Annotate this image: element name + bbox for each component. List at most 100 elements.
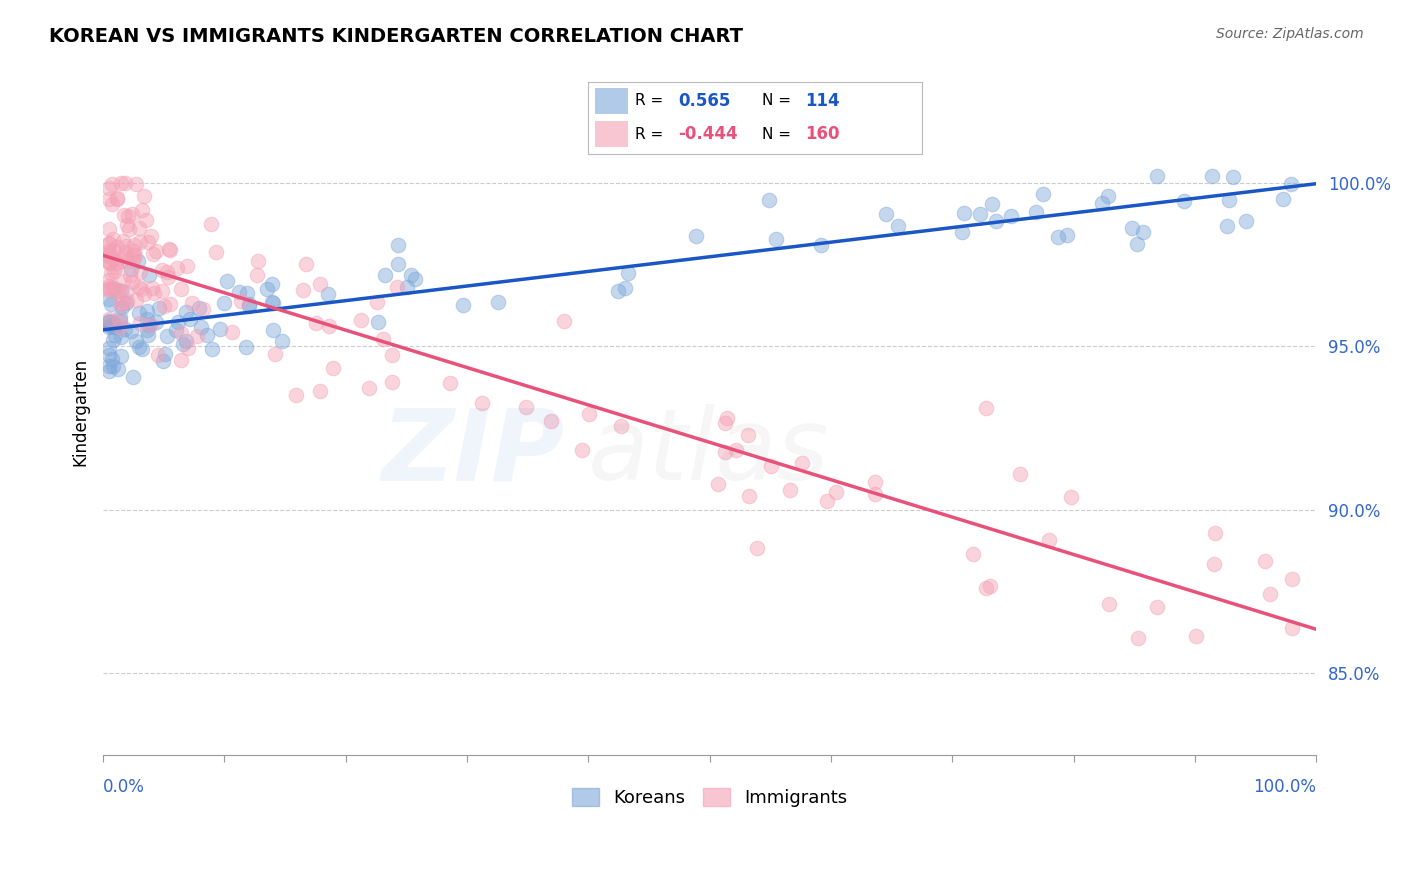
Point bbox=[1060, 490, 1083, 504]
Point bbox=[107, 240, 129, 254]
Point bbox=[238, 296, 260, 310]
Point bbox=[110, 349, 132, 363]
Point bbox=[142, 247, 165, 261]
Point bbox=[132, 287, 155, 301]
Point bbox=[100, 266, 122, 280]
Point bbox=[714, 444, 737, 458]
Point bbox=[103, 252, 125, 266]
Point bbox=[159, 244, 181, 258]
Point bbox=[98, 281, 121, 295]
Point bbox=[571, 443, 593, 458]
Point bbox=[101, 359, 124, 373]
Text: KOREAN VS IMMIGRANTS KINDERGARTEN CORRELATION CHART: KOREAN VS IMMIGRANTS KINDERGARTEN CORREL… bbox=[49, 27, 744, 45]
Point bbox=[984, 214, 1007, 228]
Point bbox=[156, 329, 179, 343]
Point bbox=[112, 208, 135, 222]
Point bbox=[122, 252, 145, 267]
Point bbox=[1146, 599, 1168, 614]
Point bbox=[231, 294, 253, 309]
Point bbox=[170, 353, 193, 368]
Point bbox=[295, 257, 318, 271]
Point bbox=[181, 295, 204, 310]
Point bbox=[221, 325, 243, 339]
Point bbox=[176, 259, 198, 273]
Point bbox=[122, 237, 145, 252]
Point bbox=[98, 254, 121, 268]
Point bbox=[98, 314, 121, 328]
Point bbox=[98, 316, 121, 330]
Point bbox=[98, 283, 121, 297]
Point bbox=[322, 360, 344, 375]
Point bbox=[1146, 169, 1168, 184]
Point bbox=[117, 209, 139, 223]
Point bbox=[1185, 629, 1208, 643]
Text: 100.0%: 100.0% bbox=[1253, 778, 1316, 796]
Point bbox=[166, 261, 188, 276]
Point bbox=[100, 197, 122, 211]
Point bbox=[1204, 558, 1226, 572]
Point bbox=[1234, 214, 1257, 228]
Point bbox=[122, 244, 145, 259]
Point bbox=[142, 285, 165, 300]
Point bbox=[98, 282, 121, 296]
Point bbox=[101, 244, 124, 258]
Point bbox=[235, 340, 257, 354]
Point bbox=[148, 301, 170, 315]
Text: ZIP: ZIP bbox=[381, 404, 564, 501]
Point bbox=[150, 284, 173, 298]
Point bbox=[540, 414, 562, 428]
Point bbox=[157, 270, 180, 285]
Point bbox=[98, 314, 121, 328]
Point bbox=[974, 581, 997, 595]
Point bbox=[191, 302, 214, 317]
Point bbox=[138, 268, 160, 282]
Point bbox=[246, 254, 269, 268]
Point bbox=[1271, 192, 1294, 206]
Point bbox=[103, 317, 125, 331]
Point bbox=[110, 297, 132, 311]
Point bbox=[1254, 554, 1277, 568]
Point bbox=[98, 181, 121, 195]
Point bbox=[190, 319, 212, 334]
Point bbox=[515, 400, 537, 414]
Point bbox=[112, 250, 135, 264]
Point bbox=[174, 334, 197, 349]
Point bbox=[107, 312, 129, 326]
Point bbox=[810, 238, 832, 252]
Point bbox=[616, 266, 638, 280]
Point bbox=[387, 257, 409, 271]
Point bbox=[1008, 467, 1031, 482]
Point bbox=[98, 359, 121, 373]
Point bbox=[98, 312, 121, 326]
Point bbox=[262, 295, 284, 310]
Point bbox=[747, 541, 769, 555]
Point bbox=[381, 375, 404, 389]
Point bbox=[1025, 205, 1047, 219]
Point bbox=[100, 319, 122, 334]
Point bbox=[169, 326, 191, 340]
Point bbox=[262, 323, 284, 337]
Point bbox=[98, 255, 121, 269]
Point bbox=[159, 242, 181, 256]
Point bbox=[165, 323, 187, 337]
Text: atlas: atlas bbox=[588, 404, 830, 501]
Point bbox=[815, 493, 838, 508]
Point bbox=[308, 277, 330, 291]
Point bbox=[366, 295, 388, 310]
Point bbox=[110, 176, 132, 190]
Point bbox=[129, 235, 152, 249]
Point bbox=[114, 244, 136, 259]
Point bbox=[1046, 230, 1069, 244]
Point bbox=[101, 281, 124, 295]
Point bbox=[176, 305, 198, 319]
Point bbox=[115, 296, 138, 310]
Point bbox=[208, 322, 231, 336]
Point bbox=[205, 245, 228, 260]
Point bbox=[100, 318, 122, 332]
Point bbox=[285, 387, 308, 401]
Point bbox=[186, 328, 208, 343]
Point bbox=[215, 274, 238, 288]
Point bbox=[128, 340, 150, 354]
Point bbox=[98, 236, 121, 251]
Point bbox=[404, 271, 426, 285]
